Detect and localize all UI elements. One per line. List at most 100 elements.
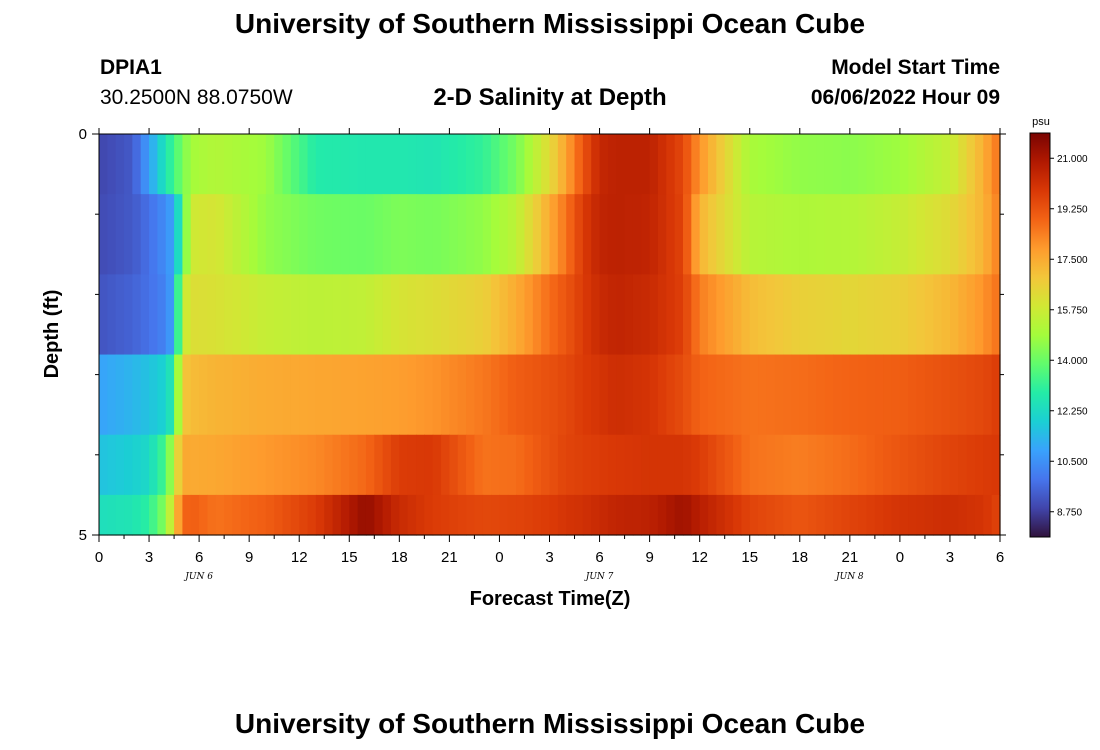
heatmap-cell <box>482 274 492 356</box>
heatmap-cell <box>866 134 876 195</box>
heatmap-cell <box>774 134 784 195</box>
heatmap-cell <box>641 194 651 275</box>
heatmap-cell <box>758 194 767 275</box>
heatmap-cell <box>641 354 651 436</box>
heatmap-cell <box>541 134 551 195</box>
heatmap-cell <box>315 194 325 275</box>
heatmap-cell <box>858 194 868 275</box>
heatmap-cell <box>966 134 976 195</box>
heatmap-cell <box>457 274 467 356</box>
heatmap-cell <box>474 354 484 436</box>
heatmap-cell <box>574 274 584 356</box>
heatmap-cell <box>791 434 801 496</box>
heatmap-cell <box>699 494 709 536</box>
x-tick-label: 21 <box>841 549 858 566</box>
heatmap-cell <box>624 354 634 436</box>
heatmap-cell <box>549 274 559 356</box>
heatmap-cell <box>140 134 150 195</box>
heatmap-cell <box>758 494 767 536</box>
heatmap-cell <box>883 494 893 536</box>
colorbar-tick-label: 19.250 <box>1057 204 1088 215</box>
heatmap-cell <box>674 194 684 275</box>
heatmap-cell <box>249 434 259 496</box>
x-tick-label: 12 <box>291 549 308 566</box>
heatmap-cell <box>424 194 434 275</box>
x-tick-label: 6 <box>195 549 203 566</box>
heatmap-cell <box>716 194 726 275</box>
heatmap-cell <box>107 274 117 356</box>
heatmap-cell <box>349 194 359 275</box>
heatmap-cell <box>582 434 592 496</box>
colorbar-tick-label: 12.250 <box>1057 406 1088 417</box>
heatmap-cell <box>390 194 400 275</box>
heatmap-cell <box>457 194 467 275</box>
heatmap-cell <box>899 134 909 195</box>
heatmap-cell <box>274 494 284 536</box>
heatmap-cell <box>866 494 876 536</box>
heatmap-cell <box>282 354 292 436</box>
x-tick-label: 9 <box>245 549 253 566</box>
heatmap-cell <box>307 274 317 356</box>
heatmap-cell <box>983 354 993 436</box>
heatmap-cell <box>866 434 876 496</box>
heatmap-cell <box>974 134 984 195</box>
heatmap-cell <box>774 494 784 536</box>
heatmap-cell <box>657 354 667 436</box>
heatmap-cell <box>791 274 801 356</box>
heatmap-cell <box>524 434 534 496</box>
heatmap-cell <box>657 434 667 496</box>
heatmap-cell <box>390 354 400 436</box>
heatmap-cell <box>958 494 968 536</box>
heatmap-cell <box>808 274 818 356</box>
heatmap-cell <box>941 354 951 436</box>
heatmap-cell <box>507 194 517 275</box>
heatmap-cell <box>616 194 626 275</box>
x-axis-label: Forecast Time(Z) <box>470 588 631 610</box>
heatmap-cell <box>99 134 108 195</box>
heatmap-cell <box>190 494 200 536</box>
heatmap-cell <box>416 134 425 195</box>
heatmap-cell <box>924 354 934 436</box>
heatmap-cell <box>324 194 334 275</box>
heatmap-cell <box>315 434 325 496</box>
heatmap-cell <box>257 434 267 496</box>
heatmap-cell <box>265 434 275 496</box>
heatmap-cell <box>265 194 275 275</box>
heatmap-cell <box>140 274 150 356</box>
heatmap-cell <box>666 494 676 536</box>
heatmap-cell <box>833 274 843 356</box>
heatmap-cell <box>591 274 601 356</box>
heatmap-cell <box>507 274 517 356</box>
heatmap-cell <box>599 194 609 275</box>
heatmap-cell <box>140 494 150 536</box>
heatmap-cell <box>249 494 259 536</box>
heatmap-cell <box>499 354 509 436</box>
heatmap-cell <box>149 494 158 536</box>
heatmap-cell <box>916 194 926 275</box>
heatmap-cell <box>866 274 876 356</box>
heatmap-cell <box>983 274 993 356</box>
heatmap-cell <box>824 434 834 496</box>
heatmap-cell <box>708 434 717 496</box>
heatmap-cell <box>215 434 225 496</box>
heatmap-cell <box>432 494 442 536</box>
heatmap-cell <box>399 194 409 275</box>
heatmap-cell <box>182 354 192 436</box>
heatmap-cell <box>816 494 826 536</box>
heatmap-cell <box>124 434 133 496</box>
heatmap-cell <box>324 434 334 496</box>
heatmap-cell <box>140 354 150 436</box>
heatmap-cell <box>374 274 384 356</box>
heatmap-cell <box>190 134 200 195</box>
heatmap-cell <box>457 134 467 195</box>
heatmap-cell <box>749 354 759 436</box>
heatmap-cell <box>649 194 659 275</box>
heatmap-cell <box>349 134 359 195</box>
heatmap-cell <box>974 434 984 496</box>
heatmap-cell <box>290 354 300 436</box>
heatmap-cell <box>632 274 642 356</box>
heatmap-cell <box>199 274 209 356</box>
heatmap-cell <box>457 434 467 496</box>
